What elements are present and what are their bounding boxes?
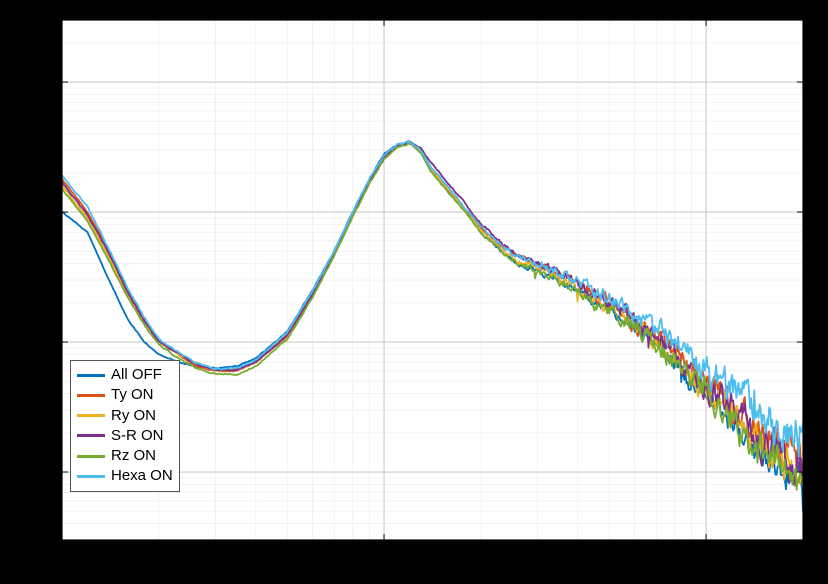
legend-swatch bbox=[77, 414, 105, 417]
legend-swatch bbox=[77, 374, 105, 377]
legend-item: Ty ON bbox=[77, 385, 173, 405]
legend-label: Ty ON bbox=[111, 385, 154, 405]
legend-label: Hexa ON bbox=[111, 466, 173, 486]
legend-item: All OFF bbox=[77, 365, 173, 385]
legend-label: S-R ON bbox=[111, 426, 164, 446]
legend-swatch bbox=[77, 434, 105, 437]
legend-item: Hexa ON bbox=[77, 466, 173, 486]
chart-legend: All OFFTy ONRy ONS-R ONRz ONHexa ON bbox=[70, 360, 180, 492]
chart-stage: All OFFTy ONRy ONS-R ONRz ONHexa ON bbox=[0, 0, 828, 584]
legend-swatch bbox=[77, 455, 105, 458]
legend-label: Rz ON bbox=[111, 446, 156, 466]
legend-swatch bbox=[77, 475, 105, 478]
line-chart bbox=[0, 0, 828, 584]
legend-label: Ry ON bbox=[111, 406, 156, 426]
legend-swatch bbox=[77, 394, 105, 397]
legend-item: Ry ON bbox=[77, 406, 173, 426]
legend-label: All OFF bbox=[111, 365, 162, 385]
legend-item: S-R ON bbox=[77, 426, 173, 446]
legend-item: Rz ON bbox=[77, 446, 173, 466]
